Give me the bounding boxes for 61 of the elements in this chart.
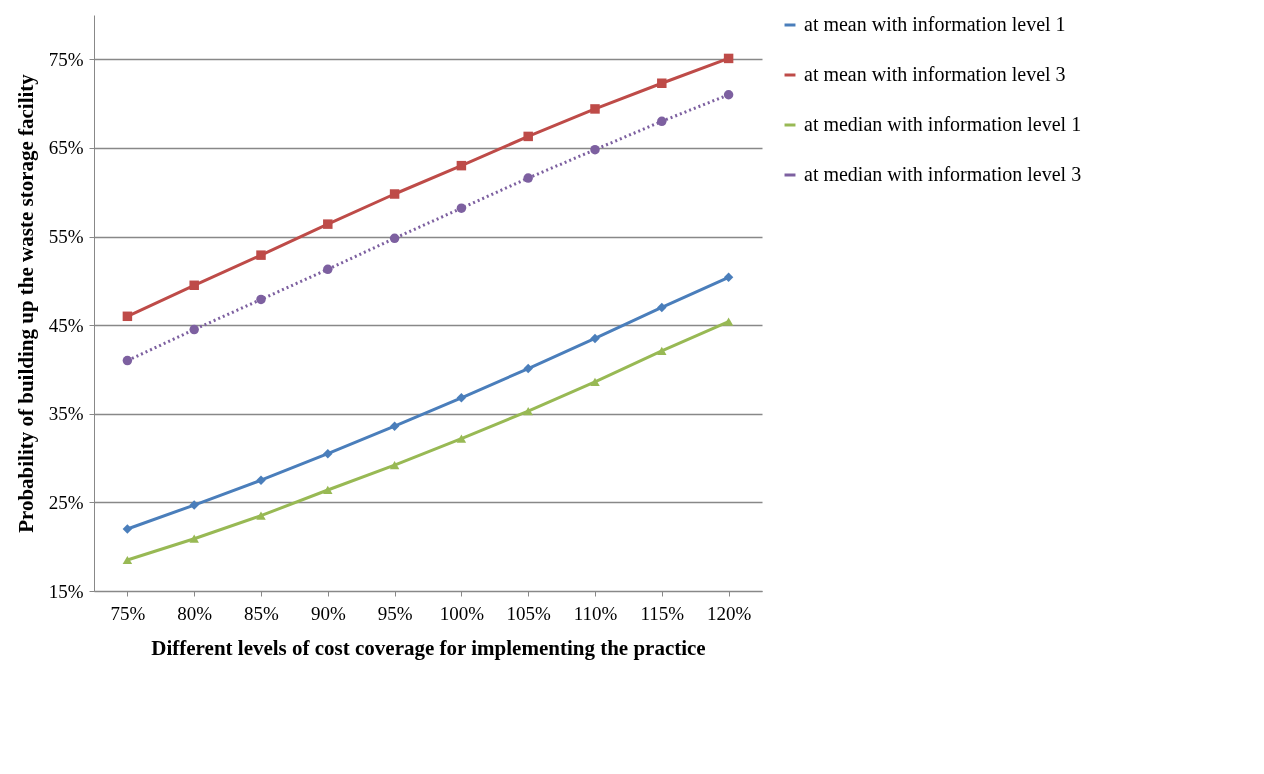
point (657, 78, 667, 88)
y-tick-label: 25% (48, 491, 84, 513)
x-tick-label: 95% (377, 602, 413, 624)
x-tick-label: 90% (310, 602, 346, 624)
legend-label: at mean with information level 1 (804, 13, 1066, 35)
x-tick-label: 75% (110, 602, 146, 624)
point (723, 317, 734, 326)
point (389, 233, 400, 244)
y-tick-label: 45% (48, 314, 84, 336)
point (456, 434, 467, 443)
point (323, 485, 333, 495)
point (189, 324, 199, 335)
point (590, 377, 600, 386)
point (590, 104, 600, 114)
y-axis-title: Probability of building up the waste storage facility (13, 73, 38, 533)
point (523, 407, 533, 416)
point (657, 346, 667, 355)
point (456, 203, 467, 213)
point (723, 272, 734, 283)
point (723, 53, 734, 64)
point (657, 302, 667, 313)
point (456, 393, 467, 403)
point (323, 448, 333, 459)
legend-label: at median with information level 1 (804, 113, 1082, 135)
point (122, 524, 133, 534)
legend-label: at mean with information level 3 (804, 63, 1066, 85)
point (256, 511, 266, 520)
point (456, 160, 467, 171)
x-tick-label: 85% (244, 602, 280, 624)
point (523, 173, 533, 183)
x-tick-label: 120% (706, 602, 752, 624)
point (389, 461, 400, 470)
point (657, 116, 667, 127)
y-tick-label: 65% (48, 137, 84, 159)
point (323, 219, 333, 229)
y-tick-label: 55% (48, 226, 84, 248)
y-tick-label: 75% (48, 48, 84, 70)
point (590, 144, 600, 155)
point (189, 280, 199, 291)
x-tick-label: 105% (506, 602, 552, 624)
x-axis-title: Different levels of cost coverage for implementing the practice (151, 635, 706, 660)
y-tick-label: 15% (48, 580, 84, 602)
point (389, 421, 400, 431)
point (723, 90, 734, 100)
legend-label: at median with information level 3 (804, 163, 1082, 185)
point (122, 311, 133, 322)
x-tick-label: 115% (640, 602, 685, 624)
point (523, 363, 533, 374)
point (256, 250, 266, 260)
point (590, 333, 600, 344)
x-tick-label: 110% (573, 602, 618, 624)
point (523, 131, 533, 142)
point (122, 555, 133, 565)
point (189, 534, 199, 543)
point (323, 264, 333, 275)
y-tick-label: 35% (48, 403, 84, 425)
point (122, 355, 133, 366)
point (256, 294, 266, 305)
x-tick-label: 80% (177, 602, 213, 624)
point (389, 189, 400, 199)
x-tick-label: 100% (439, 602, 485, 624)
